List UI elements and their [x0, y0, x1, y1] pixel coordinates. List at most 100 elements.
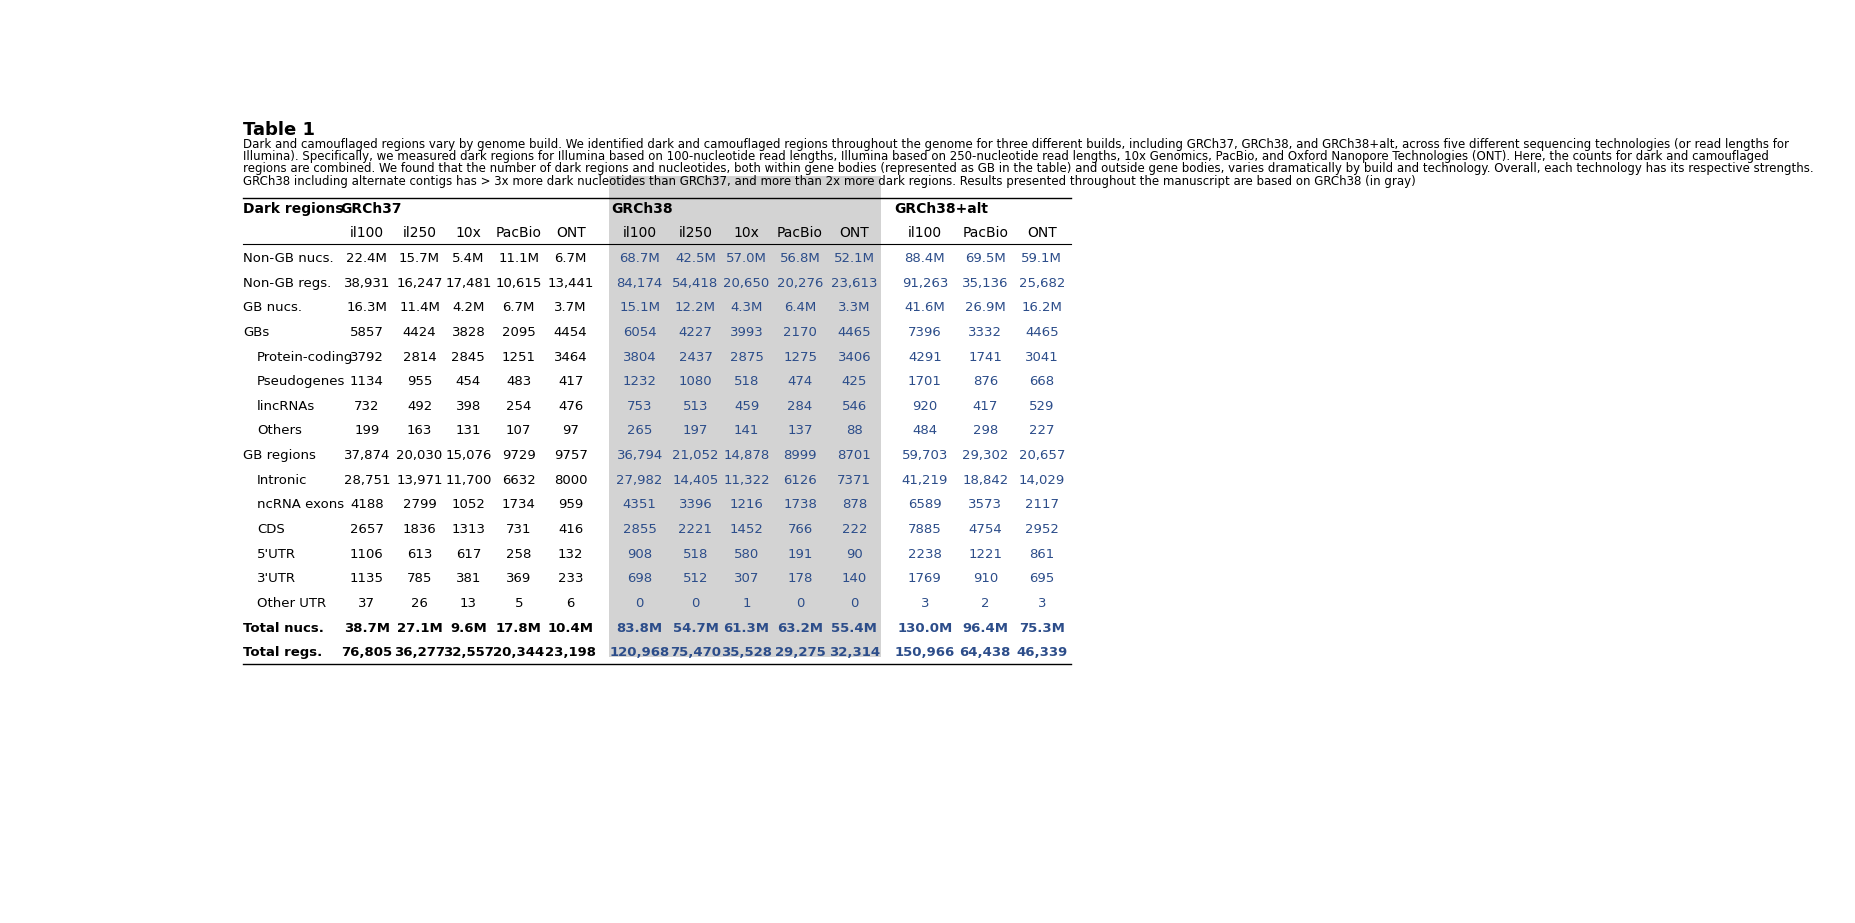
Text: 4424: 4424 [403, 326, 436, 339]
Text: 2855: 2855 [623, 523, 657, 536]
Text: 417: 417 [972, 400, 998, 413]
Text: 2657: 2657 [351, 523, 384, 536]
Text: 2117: 2117 [1024, 498, 1059, 511]
Text: 6589: 6589 [907, 498, 940, 511]
Text: 4465: 4465 [837, 326, 870, 339]
Text: 513: 513 [683, 400, 709, 413]
Text: il100: il100 [349, 226, 384, 240]
Text: PacBio: PacBio [495, 226, 542, 240]
Text: GRCh38+alt: GRCh38+alt [894, 201, 989, 216]
Text: 10x: 10x [454, 226, 480, 240]
Text: 8999: 8999 [783, 450, 816, 462]
Text: 13,441: 13,441 [547, 277, 594, 290]
Text: 454: 454 [456, 375, 480, 389]
Text: 2952: 2952 [1024, 523, 1057, 536]
Text: 14,878: 14,878 [723, 450, 770, 462]
Text: 15.1M: 15.1M [620, 301, 660, 314]
Text: 56.8M: 56.8M [779, 252, 820, 265]
Text: 15,076: 15,076 [445, 450, 492, 462]
Text: 1: 1 [742, 597, 751, 610]
Text: 381: 381 [456, 572, 480, 585]
Text: 254: 254 [506, 400, 531, 413]
Text: 1769: 1769 [907, 572, 940, 585]
Text: 15.7M: 15.7M [399, 252, 440, 265]
Text: 417: 417 [558, 375, 582, 389]
Text: 5857: 5857 [351, 326, 384, 339]
Text: GRCh38: GRCh38 [612, 201, 673, 216]
Text: 959: 959 [558, 498, 582, 511]
Text: Dark and camouflaged regions vary by genome build. We identified dark and camouf: Dark and camouflaged regions vary by gen… [243, 138, 1788, 150]
Text: 54.7M: 54.7M [672, 621, 718, 634]
Text: 20,650: 20,650 [723, 277, 770, 290]
Text: 59.1M: 59.1M [1020, 252, 1061, 265]
Text: 876: 876 [972, 375, 998, 389]
Text: 955: 955 [406, 375, 432, 389]
Text: 1275: 1275 [783, 351, 816, 364]
Text: 222: 222 [840, 523, 866, 536]
Text: GBs: GBs [243, 326, 269, 339]
Text: regions are combined. We found that the number of dark regions and nucleotides, : regions are combined. We found that the … [243, 162, 1812, 175]
Text: 3573: 3573 [968, 498, 1002, 511]
Text: 18,842: 18,842 [961, 473, 1007, 486]
Text: 16.3M: 16.3M [347, 301, 388, 314]
Text: 3: 3 [920, 597, 929, 610]
Text: 476: 476 [558, 400, 582, 413]
Text: 16.2M: 16.2M [1020, 301, 1061, 314]
Text: 518: 518 [683, 547, 709, 560]
Text: 258: 258 [506, 547, 531, 560]
Text: 1221: 1221 [968, 547, 1002, 560]
Text: 35,528: 35,528 [722, 646, 772, 659]
Text: 1080: 1080 [679, 375, 712, 389]
Text: ONT: ONT [838, 226, 868, 240]
Text: 163: 163 [406, 425, 432, 438]
Text: 861: 861 [1030, 547, 1054, 560]
Text: Non-GB nucs.: Non-GB nucs. [243, 252, 334, 265]
Text: 5.4M: 5.4M [453, 252, 484, 265]
Text: Other UTR: Other UTR [256, 597, 326, 610]
Text: 1135: 1135 [349, 572, 384, 585]
Text: ONT: ONT [555, 226, 584, 240]
Text: 668: 668 [1030, 375, 1054, 389]
Text: il250: il250 [403, 226, 436, 240]
Text: ONT: ONT [1026, 226, 1055, 240]
Text: 27.1M: 27.1M [397, 621, 441, 634]
Text: 459: 459 [733, 400, 759, 413]
Text: Total regs.: Total regs. [243, 646, 323, 659]
Text: 785: 785 [406, 572, 432, 585]
Text: 5'UTR: 5'UTR [256, 547, 295, 560]
Text: 2: 2 [981, 597, 989, 610]
Text: 83.8M: 83.8M [616, 621, 662, 634]
Text: 425: 425 [840, 375, 866, 389]
Text: 529: 529 [1030, 400, 1054, 413]
Text: 75,470: 75,470 [670, 646, 720, 659]
Text: 107: 107 [506, 425, 531, 438]
Text: 96.4M: 96.4M [961, 621, 1007, 634]
Text: 36,277: 36,277 [393, 646, 445, 659]
Text: 69.5M: 69.5M [965, 252, 1005, 265]
Text: 695: 695 [1030, 572, 1054, 585]
Text: 3041: 3041 [1024, 351, 1057, 364]
Text: 32,557: 32,557 [443, 646, 493, 659]
Text: 52.1M: 52.1M [833, 252, 874, 265]
Text: 197: 197 [683, 425, 709, 438]
Text: 130.0M: 130.0M [896, 621, 952, 634]
Text: Non-GB regs.: Non-GB regs. [243, 277, 330, 290]
Text: PacBio: PacBio [961, 226, 1007, 240]
Text: Intronic: Intronic [256, 473, 308, 486]
Text: 6054: 6054 [623, 326, 657, 339]
Text: 307: 307 [733, 572, 759, 585]
Text: 11.1M: 11.1M [497, 252, 540, 265]
Text: 16,247: 16,247 [397, 277, 443, 290]
Text: 580: 580 [733, 547, 759, 560]
Text: 1741: 1741 [968, 351, 1002, 364]
Text: 1106: 1106 [351, 547, 384, 560]
Text: 518: 518 [733, 375, 759, 389]
Text: 12.2M: 12.2M [675, 301, 716, 314]
Text: 88.4M: 88.4M [903, 252, 944, 265]
Text: 233: 233 [558, 572, 582, 585]
Text: 14,405: 14,405 [672, 473, 718, 486]
Text: 3792: 3792 [351, 351, 384, 364]
Text: 68.7M: 68.7M [620, 252, 660, 265]
Text: 3406: 3406 [837, 351, 870, 364]
Text: 26: 26 [412, 597, 429, 610]
